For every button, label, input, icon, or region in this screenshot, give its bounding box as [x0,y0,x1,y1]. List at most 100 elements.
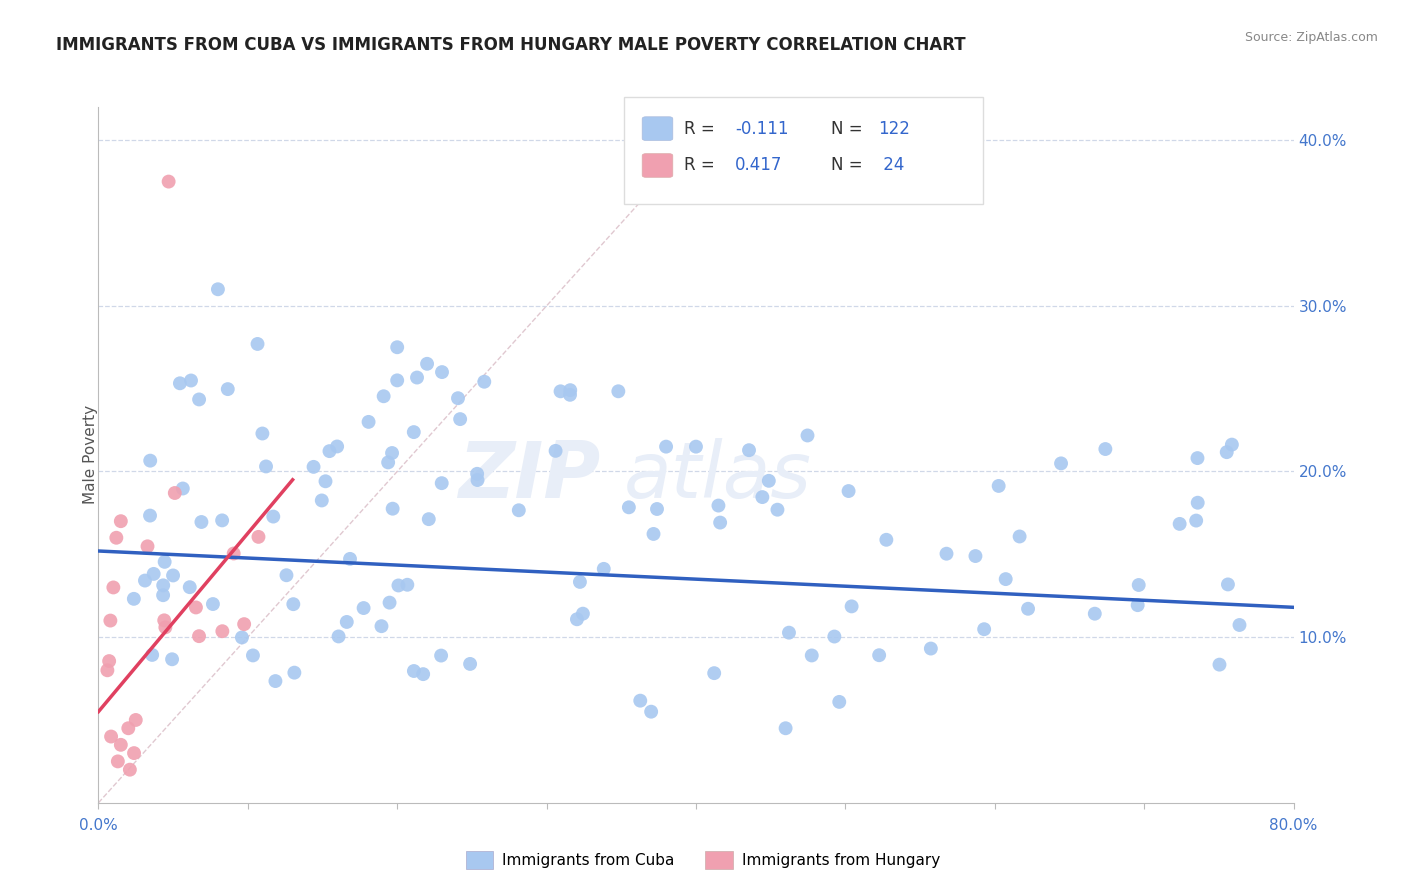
Point [318,444,340,458]
Point [1084,607,1107,621]
Point [738,443,761,458]
Point [868,648,890,663]
Point [276,568,298,582]
Point [125,713,148,727]
Point [508,503,530,517]
Point [418,512,440,526]
Point [1215,445,1237,459]
Point [565,612,588,626]
Point [607,384,630,399]
Point [110,514,132,528]
Point [302,459,325,474]
Point [1185,514,1208,528]
Point [326,440,349,454]
Point [758,474,780,488]
Point [163,486,186,500]
Text: R =: R = [683,120,720,137]
Text: N =: N = [831,156,868,175]
Point [283,597,305,611]
Point [231,631,253,645]
Text: ZIP: ZIP [458,438,600,514]
Point [987,479,1010,493]
Point [751,490,773,504]
FancyBboxPatch shape [643,153,673,178]
Point [1187,451,1209,466]
Point [550,384,572,399]
Point [311,493,333,508]
Point [222,547,245,561]
Point [617,500,640,515]
Point [373,389,395,403]
Text: N =: N = [831,120,868,137]
Point [283,665,305,680]
Point [98,654,121,668]
Point [98,614,122,628]
Point [796,428,818,442]
Point [169,376,191,391]
Point [136,539,159,553]
Point [935,547,957,561]
Text: 122: 122 [879,120,910,137]
FancyBboxPatch shape [624,96,983,204]
Point [709,516,731,530]
Point [828,695,851,709]
Point [117,721,139,735]
Point [643,527,665,541]
Point [560,383,582,397]
Point [1094,442,1116,456]
Point [1168,516,1191,531]
Point [190,515,212,529]
Point [217,382,239,396]
Point [152,578,174,592]
FancyBboxPatch shape [643,117,673,140]
Point [103,581,125,595]
Point [385,373,409,387]
Point [211,513,233,527]
Point [645,502,668,516]
Point [766,502,789,516]
Point [655,440,678,454]
Point [430,476,453,491]
Point [207,282,229,296]
Point [141,648,163,662]
Point [357,415,380,429]
Text: 80.0%: 80.0% [1270,818,1317,832]
Point [592,562,614,576]
Point [416,357,439,371]
Point [381,501,404,516]
Point [160,652,183,666]
Point [628,693,651,707]
Point [139,453,162,467]
Point [430,648,453,663]
Point [1208,657,1230,672]
Point [353,601,375,615]
Point [1050,456,1073,470]
Point [153,555,176,569]
Point [430,365,453,379]
Point [122,746,145,760]
Point [122,591,145,606]
Point [920,641,942,656]
Point [1216,577,1239,591]
Point [775,721,797,735]
Point [973,622,995,636]
Point [387,578,409,592]
Text: R =: R = [683,156,720,175]
Point [328,629,350,643]
Point [1008,529,1031,543]
Point [155,620,177,634]
Point [994,572,1017,586]
Point [558,388,581,402]
Point [180,374,202,388]
Point [640,705,662,719]
Point [381,446,404,460]
Text: Source: ZipAtlas.com: Source: ZipAtlas.com [1244,31,1378,45]
Point [1017,601,1039,615]
Point [188,392,211,407]
Point [465,467,488,481]
Point [179,580,201,594]
Point [396,578,419,592]
Point [412,667,434,681]
Text: 24: 24 [879,156,904,175]
Point [134,574,156,588]
